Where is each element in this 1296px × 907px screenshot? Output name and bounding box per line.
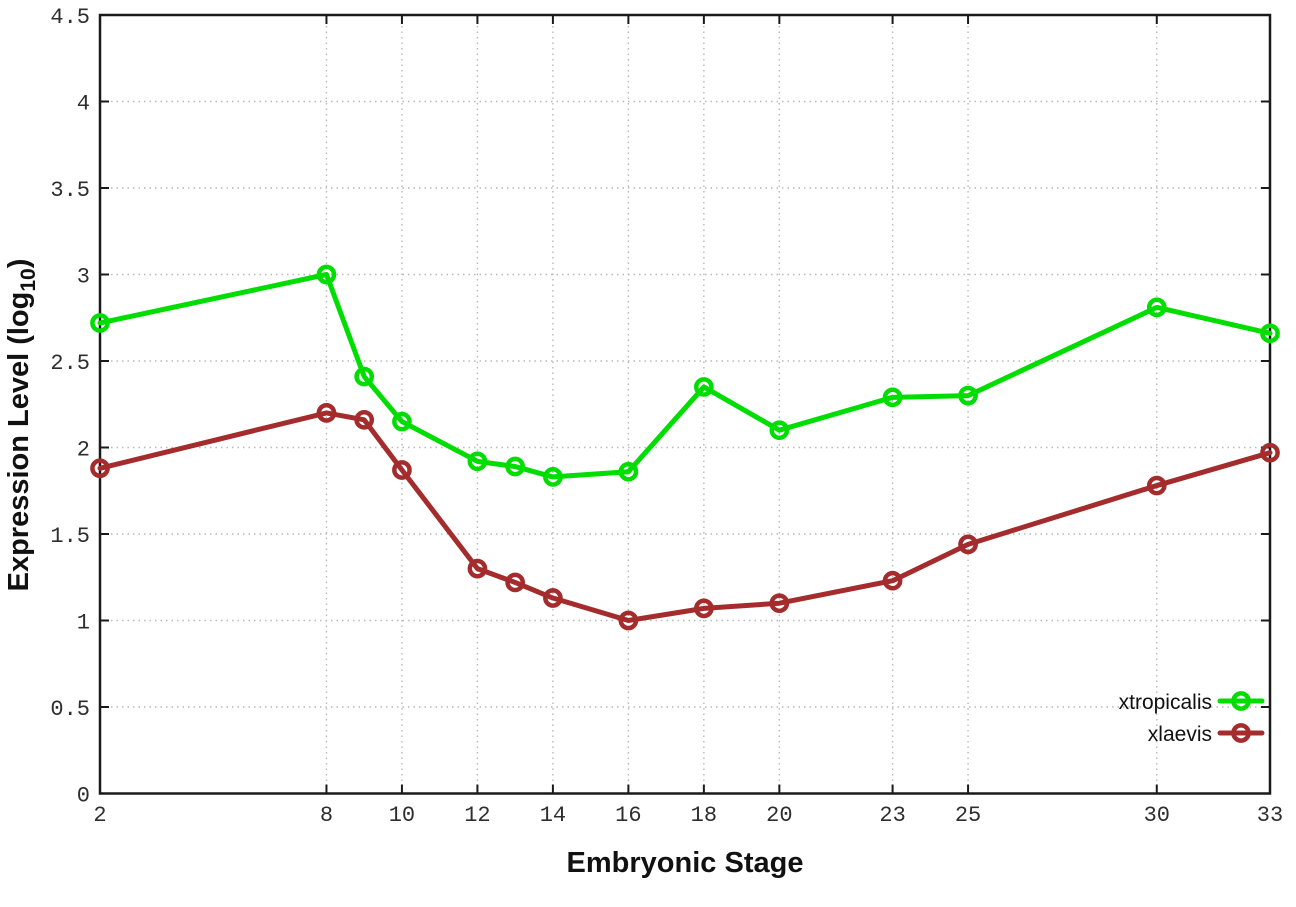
x-tick-label: 10 (389, 803, 415, 828)
data-point (543, 467, 563, 487)
x-tick-label: 20 (766, 803, 792, 828)
y-tick-label: 0 (77, 784, 90, 809)
series-xlaevis (90, 403, 1280, 631)
y-tick-label: 2.5 (50, 351, 90, 376)
gridlines (99, 14, 1271, 795)
axis-ticks (99, 14, 1271, 795)
x-tick-label: 12 (464, 803, 490, 828)
data-point (392, 460, 412, 480)
data-point (694, 598, 714, 619)
tick-labels: 2 8 10 12 14 16 18 20 23 25 30 33 0 0.5 1 1.5 2 2.5 3 3.5 4 4… (50, 5, 1283, 828)
y-tick-label: 3.5 (50, 178, 90, 203)
y-tick-label: 2 (77, 438, 90, 463)
x-tick-label: 2 (93, 803, 106, 828)
x-axis-label: Embryonic Stage (567, 847, 804, 879)
data-point (769, 420, 790, 441)
data-point (618, 461, 639, 482)
data-point (505, 572, 526, 593)
data-point (958, 534, 978, 555)
data-point (543, 588, 563, 608)
data-point (1260, 323, 1280, 344)
legend-label: xlaevis (1148, 723, 1212, 746)
y-axis-label: Expression Level (log10) (3, 259, 40, 592)
y-tick-label: 1 (77, 611, 90, 636)
legend: xtropicalis xlaevis (1119, 691, 1265, 746)
y-tick-label: 0.5 (50, 697, 90, 722)
data-point (354, 366, 375, 387)
x-tick-label: 30 (1144, 803, 1170, 828)
data-point (467, 558, 488, 579)
legend-marker (1231, 723, 1251, 743)
data-point (1260, 442, 1280, 463)
data-series (90, 264, 1280, 631)
data-point (354, 409, 375, 430)
x-tick-label: 8 (320, 803, 333, 828)
legend-entry: xlaevis (1148, 723, 1265, 746)
data-point (694, 377, 714, 397)
series-xtropicalis (90, 264, 1280, 487)
data-point (505, 456, 526, 477)
data-point (1146, 475, 1167, 496)
y-tick-label: 3 (77, 265, 90, 290)
x-tick-label: 33 (1257, 803, 1283, 828)
legend-label: xtropicalis (1119, 691, 1212, 714)
x-tick-label: 16 (615, 803, 641, 828)
y-tick-label: 4.5 (50, 5, 90, 30)
data-point (90, 458, 110, 479)
series-line (97, 272, 1273, 480)
x-tick-label: 25 (955, 803, 981, 828)
data-point (392, 411, 412, 432)
data-point (1146, 297, 1167, 318)
data-point (90, 313, 110, 333)
plot-border (98, 13, 1272, 795)
x-tick-label: 14 (540, 803, 566, 828)
x-tick-label: 18 (691, 803, 717, 828)
data-point (618, 610, 639, 631)
legend-marker (1231, 691, 1251, 711)
y-tick-label: 4 (77, 92, 90, 117)
data-point (769, 593, 790, 614)
legend-entry: xtropicalis (1119, 691, 1265, 714)
plot-frame (98, 13, 1272, 795)
axis-labels: Expression Level (log10) Embryonic Stage (3, 259, 803, 879)
data-point (316, 264, 337, 285)
data-point (882, 387, 903, 408)
data-point (467, 451, 488, 472)
data-point (882, 570, 903, 591)
series-line (97, 410, 1273, 623)
data-point (316, 403, 337, 423)
data-point (958, 385, 978, 406)
x-tick-label: 23 (879, 803, 905, 828)
y-tick-label: 1.5 (50, 524, 90, 549)
